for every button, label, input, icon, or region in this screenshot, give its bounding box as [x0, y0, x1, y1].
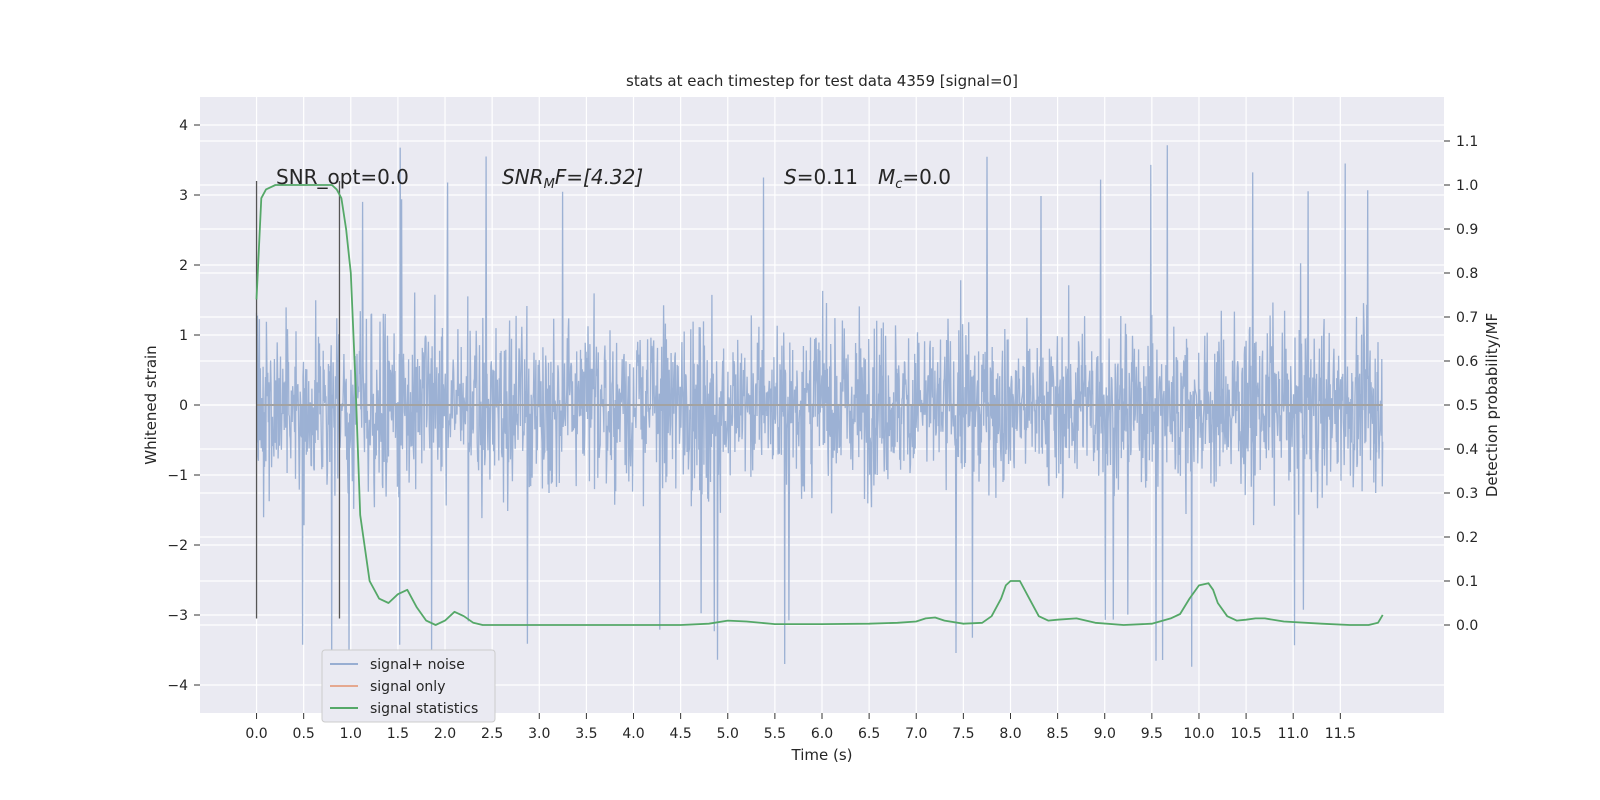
legend-label-signal-only: signal only: [370, 679, 445, 695]
annotation-mc: Mc=0.0: [878, 165, 951, 192]
x-tick-label: 3.5: [575, 726, 597, 742]
y-right-tick-label: 0.6: [1456, 354, 1478, 370]
y-right-tick-label: 0.5: [1456, 398, 1478, 414]
y-tick-label: −4: [167, 678, 188, 694]
y-tick-label: −3: [167, 608, 188, 624]
annotation-mc-name: M: [878, 165, 895, 189]
x-tick-label: 6.5: [858, 726, 880, 742]
x-tick-label: 6.0: [811, 726, 833, 742]
series-signal-noise: [255, 145, 1384, 671]
y-right-tick-label: 0.0: [1456, 618, 1478, 634]
annotation-snr-mf-name: SNR: [502, 165, 544, 189]
y-tick-label: 4: [179, 118, 188, 134]
legend: signal+ noise signal only signal statist…: [321, 649, 496, 723]
x-tick-label: 9.5: [1141, 726, 1163, 742]
annotation-s: S=0.11: [784, 165, 858, 189]
x-tick-label: 11.0: [1278, 726, 1309, 742]
annotation-mc-rest: =0.0: [902, 165, 951, 189]
annotation-snr-mf: SNRMF=[4.32]: [502, 165, 643, 192]
x-tick-label: 3.0: [528, 726, 550, 742]
x-tick-label: 8.5: [1046, 726, 1068, 742]
chart-title: stats at each timestep for test data 435…: [626, 72, 1018, 90]
y-right-tick-label: 0.3: [1456, 486, 1478, 502]
legend-box: [321, 649, 496, 723]
y-tick-label: 3: [179, 188, 188, 204]
y-right-tick-label: 0.1: [1456, 574, 1478, 590]
x-tick-label: 2.5: [481, 726, 503, 742]
x-tick-label: 2.0: [434, 726, 456, 742]
y-ticks-right: 1.1 1.0 0.9 0.8 0.7 0.6 0.5 0.4 0.3 0.2 0.1 0.0: [1444, 134, 1478, 634]
x-tick-label: 1.0: [340, 726, 362, 742]
y-right-tick-label: 0.8: [1456, 266, 1478, 282]
x-tick-label: 5.5: [764, 726, 786, 742]
x-tick-label: 11.5: [1325, 726, 1356, 742]
x-tick-label: 10.5: [1231, 726, 1262, 742]
y-axis-label: Whitened strain: [142, 345, 160, 464]
annotation-s-rest: =0.11: [797, 165, 858, 189]
y-right-tick-label: 0.2: [1456, 530, 1478, 546]
y-right-tick-label: 0.9: [1456, 222, 1478, 238]
y-right-tick-label: 1.0: [1456, 178, 1478, 194]
annotation-snr-mf-sub: M: [544, 177, 555, 192]
annotation-snr-mf-rest: F=[4.32]: [555, 165, 643, 189]
y-ticks-left: 4 3 2 1 0 −1 −2 −3 −4: [167, 118, 200, 694]
y-tick-label: 0: [179, 398, 188, 414]
annotation-mc-sub: c: [895, 177, 902, 192]
x-tick-label: 0.0: [245, 726, 267, 742]
y-tick-label: −1: [167, 468, 188, 484]
x-tick-label: 7.5: [952, 726, 974, 742]
y-right-tick-label: 0.4: [1456, 442, 1478, 458]
y-tick-label: 2: [179, 258, 188, 274]
x-axis-label: Time (s): [791, 746, 853, 764]
series-signal-statistics: [255, 184, 1384, 626]
y-tick-label: 1: [179, 328, 188, 344]
x-ticks: 0.0 0.5 1.0 1.5 2.0 2.5 3.0 3.5 4.0 4.5 5.0 5.5 6.0 6…: [245, 713, 1356, 742]
annotation-s-name: S: [784, 165, 797, 189]
x-tick-label: 7.0: [905, 726, 927, 742]
x-tick-label: 5.0: [717, 726, 739, 742]
legend-label-signal-statistics: signal statistics: [370, 701, 478, 717]
y-right-tick-label: 0.7: [1456, 310, 1478, 326]
x-tick-label: 1.5: [387, 726, 409, 742]
x-tick-label: 10.0: [1183, 726, 1214, 742]
x-tick-label: 4.0: [622, 726, 644, 742]
y-right-tick-label: 1.1: [1456, 134, 1478, 150]
x-tick-label: 0.5: [293, 726, 315, 742]
x-tick-label: 9.0: [1094, 726, 1116, 742]
legend-label-signal-noise: signal+ noise: [370, 657, 465, 673]
annotation-snr-opt: SNR_opt=0.0: [276, 165, 409, 189]
y-tick-label: −2: [167, 538, 188, 554]
x-tick-label: 8.0: [999, 726, 1021, 742]
x-tick-label: 4.5: [670, 726, 692, 742]
y-axis-right-label: Detection probability/MF: [1483, 313, 1501, 497]
